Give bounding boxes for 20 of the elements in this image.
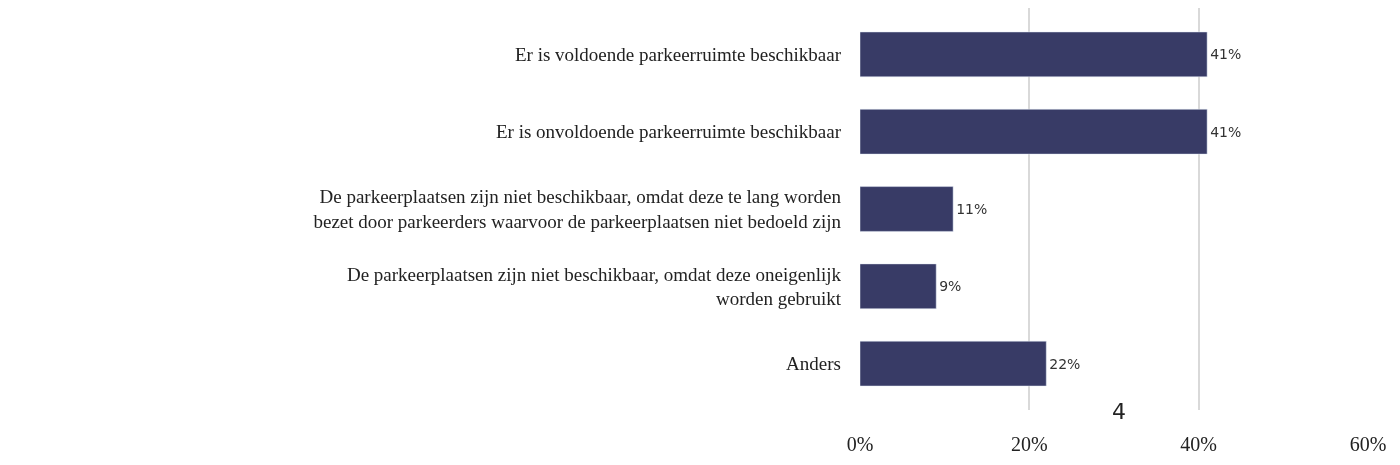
x-tick-label: 20% — [1010, 433, 1048, 455]
data-label: 41% — [1210, 46, 1242, 63]
x-tick-label: 60% — [1349, 433, 1387, 455]
data-label: 22% — [1049, 355, 1081, 372]
y-tick-label: De parkeerplaatsen zijn niet beschikbaar, omdat deze oneigenlijk worden gebruikt — [346, 263, 842, 310]
bar — [860, 263, 937, 309]
y-tick-label: Er is voldoende parkeerruimte beschikbaar — [514, 44, 842, 66]
y-tick-label: De parkeerplaatsen zijn niet beschikbaar, omdat deze te lang worden bezet door parkeerders waarvoor de parkeerplaatsen niet bedoeld zijn — [313, 186, 842, 232]
y-tick-label: Anders — [786, 353, 841, 375]
bar — [860, 186, 954, 232]
y-tick-label: Er is onvoldoende parkeerruimte beschikbaar — [495, 121, 842, 143]
x-tick-label: 40% — [1180, 433, 1218, 455]
data-label: 11% — [956, 201, 988, 217]
annotation: 4 — [1112, 399, 1126, 424]
data-label: 9% — [939, 278, 962, 295]
bar — [860, 340, 1047, 387]
bar — [860, 109, 1208, 155]
data-label: 41% — [1210, 123, 1242, 140]
bar — [860, 31, 1208, 78]
x-tick-label: 0% — [846, 433, 874, 455]
